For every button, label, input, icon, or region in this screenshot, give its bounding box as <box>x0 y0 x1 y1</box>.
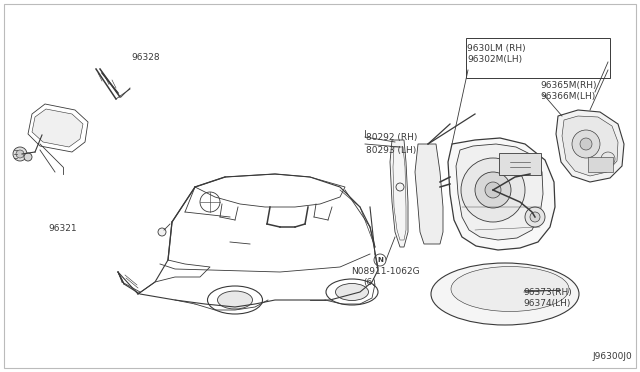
Text: N08911-1062G: N08911-1062G <box>351 267 419 276</box>
Text: 96302M(LH): 96302M(LH) <box>467 55 522 64</box>
Ellipse shape <box>335 283 369 301</box>
Circle shape <box>374 254 386 266</box>
Ellipse shape <box>431 263 579 325</box>
Ellipse shape <box>218 291 253 309</box>
Polygon shape <box>556 110 624 182</box>
Text: 96373(RH): 96373(RH) <box>524 288 572 296</box>
Circle shape <box>485 182 501 198</box>
Circle shape <box>13 147 27 161</box>
Polygon shape <box>456 144 543 240</box>
Text: 96321: 96321 <box>49 224 77 233</box>
Text: (6): (6) <box>364 278 376 287</box>
Text: 96366M(LH): 96366M(LH) <box>541 92 596 101</box>
Circle shape <box>580 138 592 150</box>
Circle shape <box>475 172 511 208</box>
Circle shape <box>525 207 545 227</box>
Text: 9630LM (RH): 9630LM (RH) <box>467 44 526 53</box>
Polygon shape <box>562 116 618 176</box>
Polygon shape <box>32 109 83 147</box>
Polygon shape <box>448 138 555 250</box>
Text: 80293 (LH): 80293 (LH) <box>366 146 417 155</box>
Circle shape <box>461 158 525 222</box>
Circle shape <box>530 212 540 222</box>
Circle shape <box>572 130 600 158</box>
Text: 80292 (RH): 80292 (RH) <box>366 133 417 142</box>
Ellipse shape <box>451 266 569 311</box>
Polygon shape <box>390 140 408 247</box>
FancyBboxPatch shape <box>588 157 612 171</box>
Circle shape <box>16 150 24 158</box>
FancyBboxPatch shape <box>466 38 610 78</box>
Circle shape <box>24 153 32 161</box>
Text: 96365M(RH): 96365M(RH) <box>541 81 597 90</box>
Polygon shape <box>28 104 88 152</box>
Text: N: N <box>377 257 383 263</box>
Text: 96374(LH): 96374(LH) <box>524 299 571 308</box>
Text: J96300J0: J96300J0 <box>593 352 632 361</box>
Ellipse shape <box>326 279 378 305</box>
Circle shape <box>158 228 166 236</box>
Ellipse shape <box>207 286 262 314</box>
Text: 96328: 96328 <box>131 53 160 62</box>
FancyBboxPatch shape <box>499 153 541 175</box>
Polygon shape <box>415 144 443 244</box>
